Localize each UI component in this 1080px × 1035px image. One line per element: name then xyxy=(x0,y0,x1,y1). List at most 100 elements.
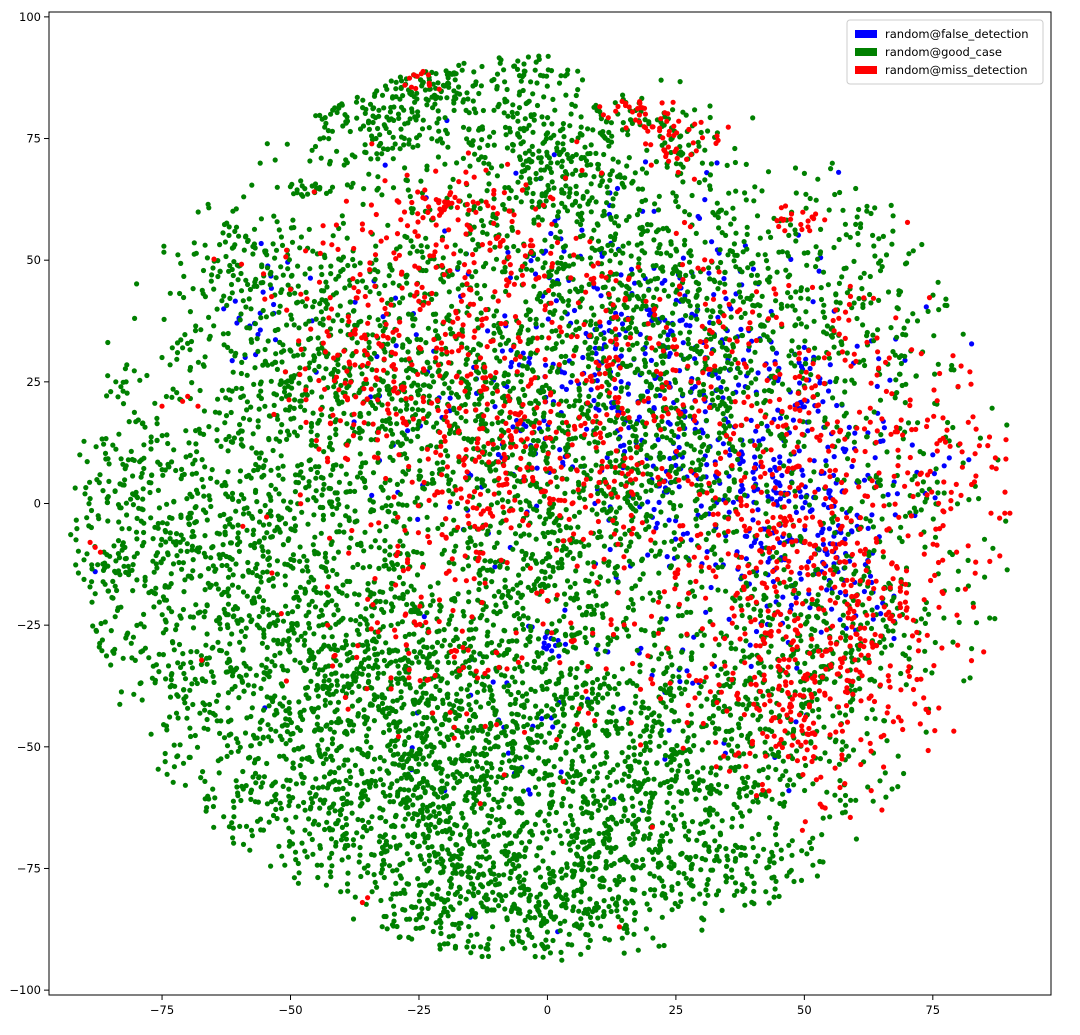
data-point xyxy=(512,773,518,779)
data-point xyxy=(475,597,481,603)
data-point xyxy=(379,700,386,707)
data-point xyxy=(235,793,241,799)
data-point xyxy=(587,860,593,866)
data-point xyxy=(182,676,189,682)
data-point xyxy=(310,410,316,416)
data-point xyxy=(878,611,884,617)
data-point xyxy=(312,604,319,610)
data-point xyxy=(668,755,675,761)
data-point xyxy=(587,896,593,902)
data-point xyxy=(221,735,228,741)
data-point xyxy=(666,353,672,359)
data-point xyxy=(279,663,285,669)
data-point xyxy=(849,463,855,470)
data-point xyxy=(798,494,804,500)
data-point xyxy=(314,589,320,596)
data-point xyxy=(160,472,166,478)
data-point xyxy=(261,535,267,541)
data-point xyxy=(509,764,515,771)
data-point xyxy=(285,628,291,634)
data-point xyxy=(225,690,231,696)
data-point xyxy=(366,314,372,320)
data-point xyxy=(115,394,121,400)
data-point xyxy=(358,873,364,880)
data-point xyxy=(628,709,634,715)
data-point xyxy=(803,356,809,362)
data-point xyxy=(334,678,340,684)
data-point xyxy=(565,771,571,777)
data-point xyxy=(592,905,598,911)
data-point xyxy=(331,366,338,372)
data-point xyxy=(281,389,288,395)
data-point xyxy=(212,795,218,801)
data-point xyxy=(363,606,369,612)
data-point xyxy=(484,906,490,912)
data-point xyxy=(615,408,621,414)
data-point xyxy=(651,873,657,879)
data-point xyxy=(549,648,555,654)
data-point xyxy=(559,706,566,712)
data-point xyxy=(597,323,603,329)
data-point xyxy=(442,228,448,234)
data-point xyxy=(739,482,745,488)
data-point xyxy=(131,691,137,697)
data-point xyxy=(715,314,721,320)
data-point xyxy=(256,519,263,525)
data-point xyxy=(297,558,303,565)
data-point xyxy=(229,358,235,364)
data-point xyxy=(712,838,718,844)
data-point xyxy=(527,909,533,915)
data-point xyxy=(343,632,349,638)
data-point xyxy=(673,536,679,542)
data-point xyxy=(736,790,742,796)
data-point xyxy=(773,825,779,831)
data-point xyxy=(400,295,406,301)
data-point xyxy=(815,486,822,492)
data-point xyxy=(617,536,624,542)
data-point xyxy=(432,328,439,334)
data-point xyxy=(309,800,316,806)
data-point xyxy=(580,758,587,764)
data-point xyxy=(260,553,266,559)
data-point xyxy=(251,683,257,689)
data-point xyxy=(482,558,488,564)
data-point xyxy=(578,951,584,957)
data-point xyxy=(291,322,297,328)
data-point xyxy=(73,537,79,543)
data-point xyxy=(590,840,596,847)
data-point xyxy=(588,387,594,393)
data-point xyxy=(294,725,301,731)
data-point xyxy=(590,778,596,784)
data-point xyxy=(423,690,429,696)
data-point xyxy=(202,464,208,470)
data-point xyxy=(430,928,436,935)
data-point xyxy=(622,906,629,912)
data-point xyxy=(250,691,257,697)
data-point xyxy=(176,559,182,566)
data-point xyxy=(371,718,377,724)
data-point xyxy=(294,352,301,358)
data-point xyxy=(230,798,236,804)
data-point xyxy=(413,925,419,932)
data-point xyxy=(738,823,745,829)
data-point xyxy=(162,759,168,765)
data-point xyxy=(740,702,746,708)
data-point xyxy=(228,749,234,755)
data-point xyxy=(567,812,574,819)
data-point xyxy=(611,845,618,852)
data-point xyxy=(328,682,334,689)
data-point xyxy=(335,699,342,705)
data-point xyxy=(571,403,577,409)
data-point xyxy=(774,821,780,827)
data-point xyxy=(329,741,335,747)
data-point xyxy=(557,833,563,839)
data-point xyxy=(714,811,720,817)
data-point xyxy=(651,405,657,411)
data-point xyxy=(487,820,493,826)
data-point xyxy=(203,642,209,648)
data-point xyxy=(519,840,525,846)
data-point xyxy=(404,551,410,557)
data-point xyxy=(345,681,351,687)
data-point xyxy=(248,827,255,833)
data-point xyxy=(120,655,126,661)
